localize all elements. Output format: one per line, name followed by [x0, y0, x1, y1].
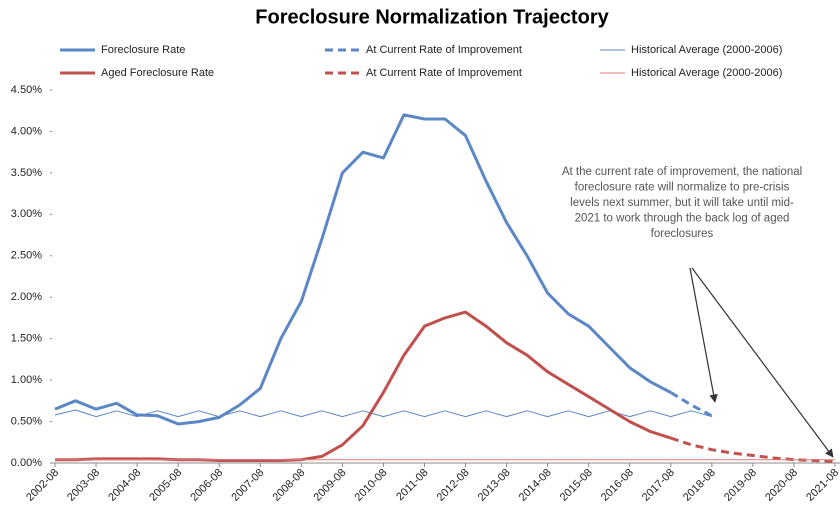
- x-tick-label: 2005-08: [147, 467, 184, 504]
- x-tick-label: 2010-08: [353, 467, 390, 504]
- x-tick-label: 2007-08: [229, 467, 266, 504]
- legend-label: At Current Rate of Improvement: [366, 67, 522, 79]
- y-tick-label: 3.50%: [11, 167, 42, 179]
- x-tick-label: 2006-08: [188, 467, 225, 504]
- y-tick-label: 1.50%: [11, 333, 42, 345]
- y-tick-label: 4.50%: [11, 84, 42, 96]
- x-tick-label: 2004-08: [106, 467, 143, 504]
- x-tick-label: 2012-08: [435, 467, 472, 504]
- x-tick-label: 2013-08: [476, 467, 513, 504]
- x-tick-label: 2008-08: [270, 467, 307, 504]
- series-line: [54, 113, 672, 426]
- y-tick-label: 1.00%: [11, 374, 42, 386]
- annotation-text: At the current rate of improvement, the …: [562, 166, 802, 178]
- x-tick-label: 2003-08: [65, 467, 102, 504]
- annotation-text: foreclosure rate will normalize to pre-c…: [575, 182, 790, 194]
- legend-label: Historical Average (2000-2006): [631, 44, 782, 56]
- x-tick-label: 2017-08: [640, 467, 677, 504]
- series-line: [54, 409, 712, 418]
- x-tick-label: 2015-08: [558, 467, 595, 504]
- annotation-arrow: [691, 267, 834, 458]
- x-tick-label: 2019-08: [722, 467, 759, 504]
- annotation-text: levels next summer, but it will take unt…: [570, 197, 794, 209]
- legend-label: At Current Rate of Improvement: [366, 44, 522, 56]
- x-tick-label: 2020-08: [763, 467, 800, 504]
- series-line: [670, 436, 836, 463]
- annotation-arrow: [689, 267, 718, 403]
- legend-label: Foreclosure Rate: [101, 44, 185, 56]
- x-tick-label: 2009-08: [312, 467, 349, 504]
- x-tick-label: 2011-08: [394, 467, 430, 503]
- series-line: [55, 310, 672, 462]
- x-tick-label: 2021-08: [804, 467, 840, 504]
- y-tick-label: 4.00%: [11, 125, 42, 137]
- series-line: [670, 391, 713, 418]
- annotation-text: 2021 to work through the back log of age…: [575, 213, 790, 225]
- x-tick-label: 2002-08: [24, 467, 61, 504]
- chart-title: Foreclosure Normalization Trajectory: [255, 6, 609, 28]
- y-tick-label: 0.50%: [11, 415, 42, 427]
- x-tick-label: 2016-08: [599, 467, 636, 504]
- x-tick-label: 2018-08: [681, 467, 718, 504]
- y-tick-label: 2.00%: [11, 291, 42, 303]
- x-tick-label: 2014-08: [517, 467, 554, 504]
- legend-label: Aged Foreclosure Rate: [101, 67, 214, 79]
- y-tick-label: 3.00%: [11, 208, 42, 220]
- y-tick-label: 0.00%: [11, 457, 42, 469]
- annotation-text: foreclosures: [651, 228, 714, 240]
- y-tick-label: 2.50%: [11, 250, 42, 262]
- legend-label: Historical Average (2000-2006): [631, 67, 782, 79]
